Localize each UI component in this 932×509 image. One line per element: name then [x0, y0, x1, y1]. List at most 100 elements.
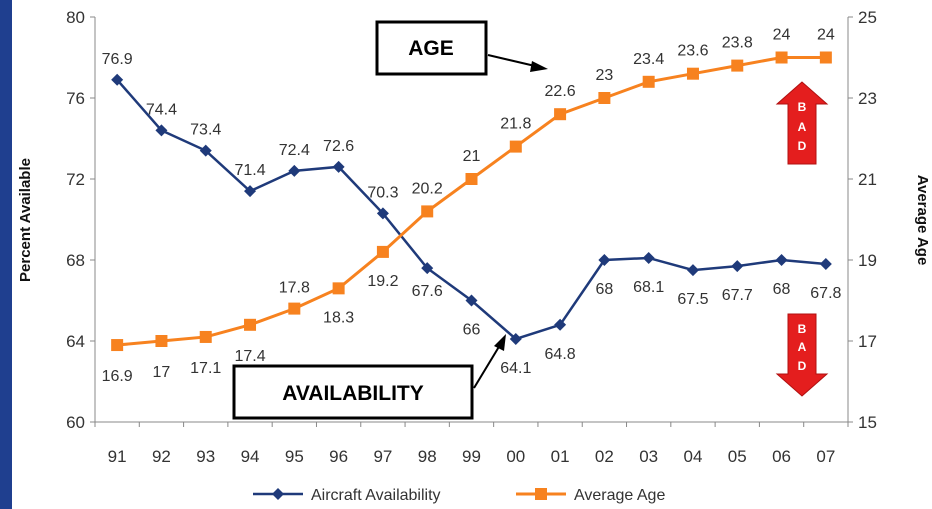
- x-tick-label: 98: [418, 447, 437, 466]
- availability-point: [554, 318, 567, 331]
- age-point: [598, 92, 611, 104]
- availability-point: [199, 144, 212, 157]
- age-callout-box: [375, 20, 488, 76]
- series-markers: [111, 51, 832, 352]
- availability-point: [598, 254, 611, 266]
- availability-data-label: 64.1: [500, 360, 531, 377]
- bad-up-letter-2: A: [798, 120, 807, 134]
- x-tick-label: 05: [728, 447, 747, 466]
- y-left-tick-label: 68: [66, 251, 85, 270]
- bad-up-letter-1: B: [798, 100, 807, 114]
- x-tick-label: 99: [462, 447, 481, 466]
- age-point: [642, 75, 655, 88]
- age-point: [199, 330, 212, 343]
- age-point: [288, 302, 301, 315]
- y-axis-left-title: Percent Available: [17, 158, 34, 282]
- age-point: [731, 59, 744, 72]
- y-right-tick-label: 17: [858, 332, 877, 351]
- bad-up-arrow-shape: [775, 81, 829, 165]
- availability-point: [686, 264, 699, 277]
- y-left-tick-label: 76: [66, 89, 85, 108]
- x-tick-label: 93: [196, 447, 215, 466]
- availability-callout-text: AVAILABILITY: [282, 382, 424, 405]
- availability-point: [376, 207, 389, 220]
- availability-point: [465, 294, 478, 307]
- availability-data-label: 67.8: [810, 285, 841, 302]
- availability-data-label: 72.4: [279, 142, 310, 159]
- availability-data-label: 70.3: [367, 184, 398, 201]
- x-tick-label: 94: [241, 447, 260, 466]
- age-point: [686, 67, 699, 80]
- age-callout-arrow-head: [530, 61, 548, 72]
- y-right-tick-label: 19: [858, 251, 877, 270]
- age-point: [111, 339, 124, 352]
- left-edge-stripe: [0, 0, 12, 509]
- bad-up-arrow: B A D: [775, 81, 829, 165]
- y-left-tick-label: 72: [66, 170, 85, 189]
- age-data-label: 21.8: [500, 116, 531, 133]
- x-tick-label: 00: [506, 447, 525, 466]
- age-point: [244, 318, 257, 331]
- age-callout-arrow-line: [487, 54, 536, 67]
- age-data-label: 23.6: [677, 43, 708, 60]
- x-tick-label: 07: [816, 447, 835, 466]
- y-axis-right-title: Average Age: [914, 175, 931, 266]
- y-right-tick-label: 25: [858, 8, 877, 27]
- y-right-tick-label: 15: [858, 413, 877, 432]
- legend-availability-marker: [272, 488, 284, 500]
- availability-point: [288, 164, 301, 177]
- age-point: [421, 205, 434, 218]
- age-point: [465, 173, 478, 185]
- y-right-tick-label: 21: [858, 170, 877, 189]
- legend-age-marker: [535, 488, 547, 500]
- age-point: [554, 108, 567, 121]
- y-left-tick-label: 60: [66, 413, 85, 432]
- age-data-label: 23: [595, 67, 613, 84]
- x-tick-label: 97: [373, 447, 392, 466]
- age-data-label: 17.4: [234, 348, 265, 365]
- x-tick-label: 91: [108, 447, 127, 466]
- availability-data-label: 67.5: [677, 291, 708, 308]
- legend-availability-label: Aircraft Availability: [311, 487, 441, 504]
- age-callout-text: AGE: [408, 37, 454, 60]
- x-tick-label: 04: [684, 447, 703, 466]
- x-tick-label: 96: [329, 447, 348, 466]
- availability-point: [509, 332, 522, 345]
- availability-data-label: 74.4: [146, 101, 177, 118]
- bad-down-arrow: B A D: [775, 313, 829, 397]
- age-data-label: 24: [817, 27, 835, 44]
- availability-data-label: 72.6: [323, 138, 354, 155]
- availability-point: [731, 260, 744, 273]
- availability-callout-arrow-line: [473, 344, 501, 389]
- legend: Aircraft Availability Average Age: [253, 487, 665, 504]
- age-data-label: 21: [463, 148, 481, 165]
- y-left-tick-label: 64: [66, 332, 85, 351]
- availability-point: [332, 160, 345, 173]
- age-callout: AGE: [375, 20, 548, 76]
- availability-data-label: 64.8: [545, 346, 576, 363]
- availability-callout-box: [232, 364, 474, 420]
- availability-data-label: 67.7: [722, 287, 753, 304]
- availability-data-label: 76.9: [102, 51, 133, 68]
- axes: 60 64 68 72 76 80 15 17 19 21 23 25 91 92 93 94 95 96 97 98…: [66, 8, 877, 466]
- availability-point: [421, 262, 434, 275]
- availability-point: [819, 258, 832, 271]
- availability-data-label: 68: [773, 281, 791, 298]
- age-point: [775, 51, 788, 64]
- y-left-tick-label: 80: [66, 8, 85, 27]
- age-data-label: 17: [153, 364, 171, 381]
- age-point: [155, 335, 168, 347]
- legend-age-label: Average Age: [574, 487, 665, 504]
- age-point: [376, 245, 389, 258]
- availability-point: [111, 73, 124, 86]
- bad-up-letter-3: D: [798, 139, 807, 153]
- age-data-label: 20.2: [412, 180, 443, 197]
- availability-point: [244, 185, 257, 198]
- availability-data-label: 68.1: [633, 279, 664, 296]
- x-tick-label: 01: [551, 447, 570, 466]
- x-tick-label: 03: [639, 447, 658, 466]
- availability-data-label: 71.4: [234, 162, 265, 179]
- x-tick-label: 06: [772, 447, 791, 466]
- age-data-label: 23.8: [722, 35, 753, 52]
